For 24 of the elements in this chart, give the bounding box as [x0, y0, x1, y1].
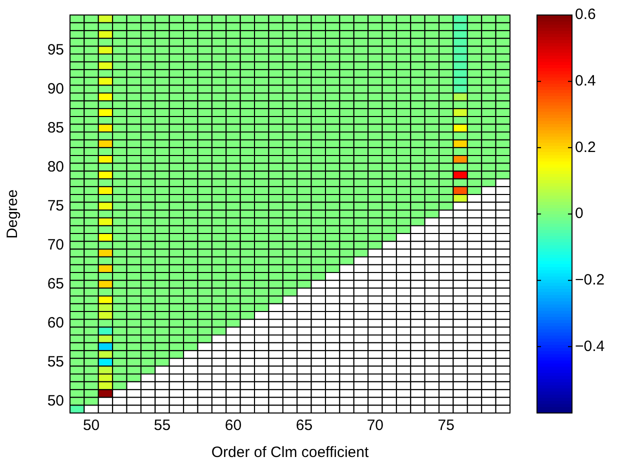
- x-tick-label: 70: [366, 417, 384, 434]
- y-tick-label: 55: [47, 353, 64, 370]
- color-bar-label: −0.4: [575, 338, 605, 355]
- x-tick-label: 75: [438, 417, 454, 434]
- y-tick-label: 90: [47, 80, 64, 98]
- x-tick-label: 50: [82, 417, 100, 434]
- color-bar-label: 0.4: [575, 72, 596, 90]
- y-tick-label: 80: [47, 158, 64, 176]
- y-tick-label: 60: [47, 314, 64, 332]
- y-tick-label: 70: [47, 236, 64, 254]
- x-tick-label: 55: [154, 417, 171, 434]
- y-tick-label: 50: [47, 392, 64, 410]
- color-bar-label: 0.6: [575, 6, 596, 24]
- color-bar-label: 0.2: [575, 138, 596, 156]
- color-bar-label: 0: [575, 205, 584, 222]
- x-axis-title: Order of Clm coefficient: [211, 444, 370, 462]
- y-tick-label: 65: [47, 275, 64, 292]
- color-bar-label: −0.2: [575, 271, 605, 288]
- y-tick-label: 95: [47, 41, 64, 58]
- y-tick-label: 75: [47, 197, 64, 214]
- x-tick-label: 60: [224, 417, 242, 434]
- x-tick-label: 65: [296, 417, 313, 434]
- y-axis-title: Degree: [4, 189, 22, 239]
- y-tick-label: 85: [47, 119, 64, 136]
